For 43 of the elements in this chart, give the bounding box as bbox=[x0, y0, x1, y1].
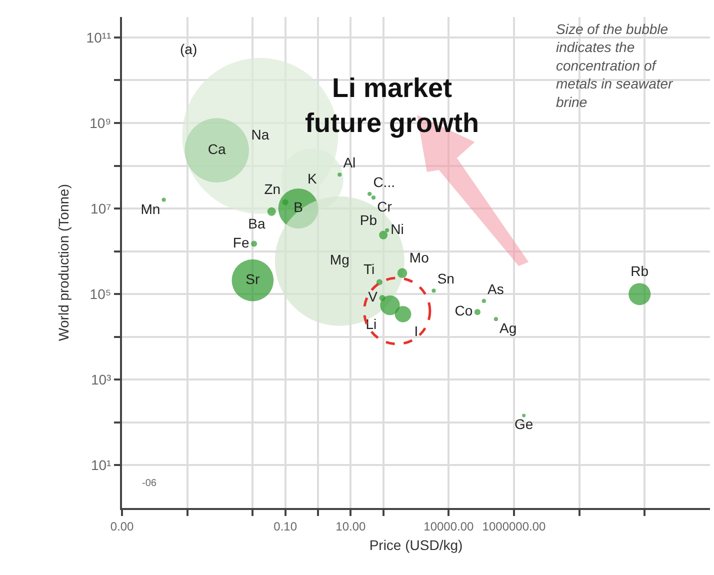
data-label: Sn bbox=[437, 270, 454, 287]
data-label: Mo bbox=[409, 249, 430, 266]
x-tick-label: 10000.00 bbox=[424, 519, 474, 534]
data-label: Rb bbox=[630, 262, 649, 279]
x-axis-title: Price (USD/kg) bbox=[369, 537, 463, 554]
data-label: Ag bbox=[500, 320, 517, 336]
data-label: C... bbox=[373, 174, 395, 190]
data-label: Mn bbox=[140, 200, 160, 217]
data-label: Pb bbox=[360, 212, 378, 228]
x-tick-label: 1000000.00 bbox=[482, 519, 546, 534]
data-label: B bbox=[294, 199, 303, 216]
data-label: V bbox=[368, 288, 378, 305]
data-label: I bbox=[414, 322, 418, 339]
y-tick-label: 10³ bbox=[90, 372, 112, 388]
annotation: Li market future growth bbox=[305, 73, 479, 138]
data-label: Ge bbox=[514, 416, 534, 432]
y-tick-label: 10¹ bbox=[90, 457, 112, 474]
x-tick-label: 0.10 bbox=[274, 519, 298, 534]
data-label: Fe bbox=[232, 234, 250, 250]
data-label: Na bbox=[251, 126, 270, 142]
data-label: K bbox=[307, 170, 318, 186]
y-tick-label: 10¹¹ bbox=[86, 29, 112, 46]
x-tick-label: 10.00 bbox=[336, 519, 366, 534]
y-tick-label: 10⁹ bbox=[90, 114, 112, 131]
y-tick-label: 10⁷ bbox=[90, 200, 112, 216]
data-label: Zn bbox=[264, 181, 281, 198]
annotation: -06 bbox=[142, 478, 157, 489]
data-label: Sr bbox=[246, 270, 260, 287]
annotation: Size of the bubble indicates the concentration of metals in seawater brine bbox=[556, 21, 674, 110]
data-label: Mg bbox=[330, 252, 350, 268]
data-label: Al bbox=[343, 154, 356, 171]
data-label: Li bbox=[366, 316, 377, 332]
data-label: Ti bbox=[364, 260, 375, 277]
data-label: Ca bbox=[208, 140, 226, 157]
data-label: Co bbox=[454, 302, 473, 319]
data-label: Cr bbox=[377, 198, 392, 215]
data-label: As bbox=[488, 280, 504, 297]
y-tick-label: 10⁵ bbox=[90, 286, 112, 302]
y-axis-title: World production (Tonne) bbox=[55, 184, 72, 341]
x-tick-label: 0.00 bbox=[110, 519, 134, 534]
data-label: Ba bbox=[248, 215, 266, 232]
annotation: (a) bbox=[180, 41, 198, 57]
data-label: Ni bbox=[390, 220, 404, 237]
